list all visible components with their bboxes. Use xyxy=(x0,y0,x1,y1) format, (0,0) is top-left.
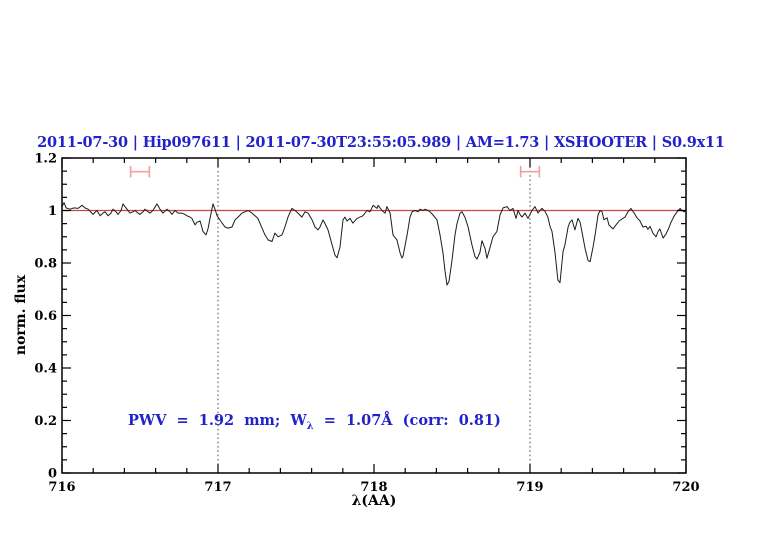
y-tick-label: 0.8 xyxy=(34,257,57,272)
y-tick-label: 0.6 xyxy=(34,309,57,324)
y-tick-label: 0 xyxy=(48,467,57,482)
lambda-subscript: λ xyxy=(306,420,314,432)
x-tick-label: 716 xyxy=(48,480,75,495)
x-tick-label: 717 xyxy=(204,480,231,495)
plot-title: 2011-07-30 | Hip097611 | 2011-07-30T23:5… xyxy=(37,134,725,151)
spectrum-line xyxy=(61,202,687,286)
pwv-annotation-post: = 1.07Å (corr: 0.81) xyxy=(313,412,501,429)
y-axis-label: norm. flux xyxy=(13,274,29,356)
pwv-annotation-pre: PWV = 1.92 mm; W xyxy=(128,412,307,429)
y-tick-label: 1 xyxy=(48,204,57,219)
x-tick-label: 720 xyxy=(672,480,699,495)
y-tick-label: 0.4 xyxy=(34,362,57,377)
y-tick-label: 0.2 xyxy=(34,414,57,429)
x-axis-label: λ(AA) xyxy=(351,493,397,509)
x-tick-label: 719 xyxy=(516,480,543,495)
x-tick-label: 718 xyxy=(360,480,387,495)
y-tick-label: 1.2 xyxy=(34,152,57,167)
pwv-annotation: PWV = 1.92 mm; Wλ = 1.07Å (corr: 0.81) xyxy=(128,412,501,432)
